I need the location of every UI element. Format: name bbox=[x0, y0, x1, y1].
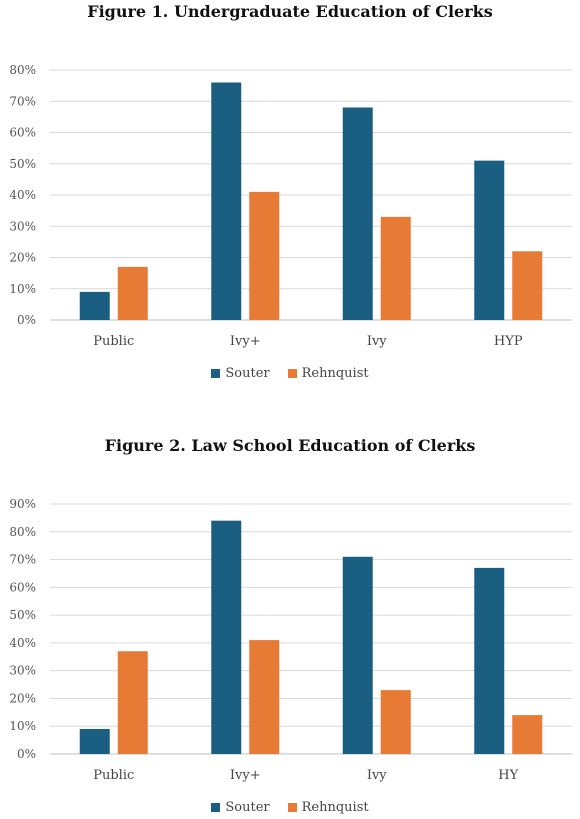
legend-swatch-souter bbox=[211, 369, 221, 378]
y-tick-label: 30% bbox=[9, 664, 36, 678]
bar-rehnquist-ivy bbox=[249, 640, 280, 754]
y-tick-label: 10% bbox=[9, 282, 36, 296]
y-tick-label: 50% bbox=[9, 157, 36, 171]
y-tick-label: 30% bbox=[9, 219, 36, 233]
y-tick-label: 20% bbox=[9, 251, 36, 265]
chart-title: Figure 2. Law School Education of Clerks bbox=[104, 436, 476, 455]
y-tick-label: 40% bbox=[9, 636, 36, 650]
legend-swatch-rehnquist bbox=[287, 803, 297, 812]
x-category-label: Ivy bbox=[367, 768, 387, 783]
y-tick-label: 70% bbox=[9, 94, 36, 108]
bar-souter-ivy bbox=[211, 520, 242, 754]
y-tick-label: 50% bbox=[9, 608, 36, 622]
x-category-label: HYP bbox=[494, 334, 523, 349]
bar-souter-public bbox=[79, 291, 110, 320]
chart-1-plot: 0% 10% 20% 30% 40% 50% 60% 70% 80% Public Ivy+ Ivy H… bbox=[9, 63, 572, 349]
chart-title: Figure 1. Undergraduate Education of Cle… bbox=[87, 2, 493, 21]
x-category-label: Ivy+ bbox=[230, 334, 261, 349]
y-tick-label: 10% bbox=[9, 719, 36, 733]
legend-item-souter: Souter bbox=[211, 366, 270, 381]
y-tick-label: 80% bbox=[9, 63, 36, 77]
legend-item-rehnquist: Rehnquist bbox=[287, 800, 369, 815]
legend-item-souter: Souter bbox=[211, 800, 270, 815]
x-category-label: Ivy+ bbox=[230, 768, 261, 783]
bar-rehnquist-ivy bbox=[249, 191, 280, 320]
legend-swatch-rehnquist bbox=[287, 369, 297, 378]
y-tick-label: 60% bbox=[9, 126, 36, 140]
legend: Souter Rehnquist bbox=[0, 800, 580, 815]
legend-label-rehnquist: Rehnquist bbox=[301, 800, 369, 815]
figure-2: Figure 2. Law School Education of Clerks… bbox=[0, 430, 580, 819]
y-tick-label: 80% bbox=[9, 525, 36, 539]
bar-souter-ivy bbox=[342, 107, 373, 320]
x-category-label: Ivy bbox=[367, 334, 387, 349]
bar-souter-hyp bbox=[474, 160, 505, 320]
legend-label-rehnquist: Rehnquist bbox=[301, 366, 369, 381]
figure-1: Figure 1. Undergraduate Education of Cle… bbox=[0, 0, 580, 400]
y-tick-label: 70% bbox=[9, 553, 36, 567]
bar-rehnquist-hy bbox=[512, 715, 543, 754]
legend-item-rehnquist: Rehnquist bbox=[287, 366, 369, 381]
bar-rehnquist-public bbox=[117, 266, 148, 320]
bar-rehnquist-ivy bbox=[380, 690, 411, 754]
bar-rehnquist-ivy bbox=[380, 216, 411, 320]
bar-souter-ivy bbox=[342, 556, 373, 754]
legend: Souter Rehnquist bbox=[0, 366, 580, 381]
legend-swatch-souter bbox=[211, 803, 221, 812]
x-category-label: Public bbox=[93, 334, 134, 349]
y-tick-label: 90% bbox=[9, 497, 36, 511]
y-tick-label: 40% bbox=[9, 188, 36, 202]
bar-rehnquist-public bbox=[117, 651, 148, 754]
bar-souter-public bbox=[79, 729, 110, 754]
y-tick-label: 0% bbox=[17, 747, 36, 761]
legend-label-souter: Souter bbox=[225, 366, 270, 381]
x-category-label: Public bbox=[93, 768, 134, 783]
legend-label-souter: Souter bbox=[225, 800, 270, 815]
y-tick-label: 20% bbox=[9, 691, 36, 705]
bar-rehnquist-hyp bbox=[512, 251, 543, 320]
chart-2-plot: 0% 10% 20% 30% 40% 50% 60% 70% 80% 90% Public Ivy+ I… bbox=[9, 497, 572, 783]
y-tick-label: 0% bbox=[17, 313, 36, 327]
x-category-label: HY bbox=[498, 768, 518, 783]
bar-souter-ivy bbox=[211, 82, 242, 320]
y-tick-label: 60% bbox=[9, 580, 36, 594]
bar-souter-hy bbox=[474, 567, 505, 754]
